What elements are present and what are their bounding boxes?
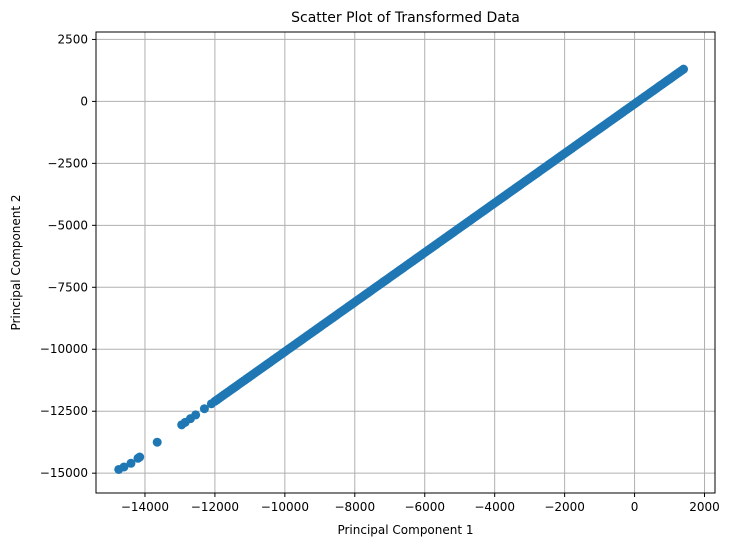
- x-tick-label: −8000: [334, 500, 375, 514]
- grid-lines: [96, 32, 715, 493]
- x-axis-label: Principal Component 1: [337, 523, 473, 537]
- scatter-point: [199, 404, 209, 414]
- y-tick-label: −5000: [47, 218, 88, 232]
- y-axis-ticks: 2500 0 −2500 −5000 −7500 −10000 −12500 −15000: [40, 32, 96, 480]
- y-tick-label: 0: [80, 94, 88, 108]
- y-tick-label: −7500: [47, 280, 88, 294]
- scatter-point: [152, 437, 162, 447]
- y-tick-label: −10000: [40, 342, 88, 356]
- x-tick-label: −12000: [191, 500, 239, 514]
- data-points: [114, 64, 689, 474]
- x-tick-label: −6000: [404, 500, 445, 514]
- x-tick-label: 0: [631, 500, 639, 514]
- scatter-point: [119, 462, 129, 472]
- x-tick-label: −10000: [261, 500, 309, 514]
- y-axis-label: Principal Component 2: [9, 194, 23, 330]
- x-tick-label: −14000: [121, 500, 169, 514]
- y-tick-label: −15000: [40, 466, 88, 480]
- y-tick-label: −2500: [47, 156, 88, 170]
- scatter-point: [126, 458, 136, 468]
- x-axis-ticks: −14000 −12000 −10000 −8000 −6000 −4000 −2000 0 2…: [121, 493, 720, 514]
- chart-title: Scatter Plot of Transformed Data: [291, 10, 520, 26]
- y-tick-label: −12500: [40, 404, 88, 418]
- x-tick-label: −2000: [544, 500, 585, 514]
- scatter-point: [135, 452, 145, 462]
- x-tick-label: 2000: [689, 500, 720, 514]
- scatter-point: [191, 410, 201, 420]
- plot-frame: [95, 31, 716, 494]
- x-tick-label: −4000: [474, 500, 515, 514]
- y-tick-label: 2500: [57, 32, 88, 46]
- scatter-point: [679, 64, 689, 74]
